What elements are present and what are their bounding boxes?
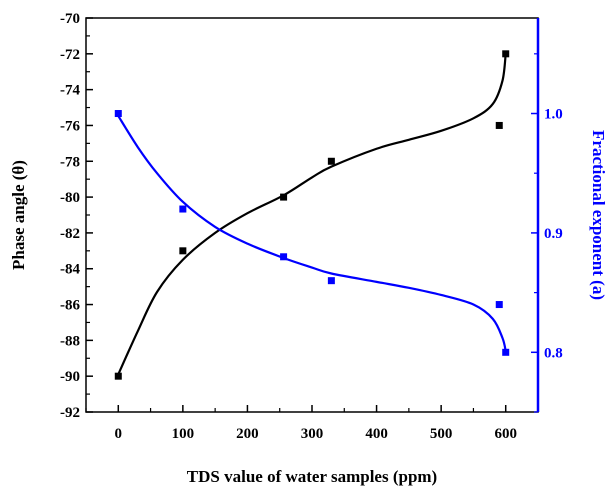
fractional-exponent-point (327, 277, 335, 285)
phase-angle-point (280, 193, 288, 201)
x-tick-label: 200 (236, 426, 259, 442)
y-left-tick-label: -86 (60, 298, 80, 314)
fit-curves (117, 53, 507, 375)
x-tick-label: 400 (365, 426, 388, 442)
plot-frame (85, 17, 539, 413)
y-left-tick-label: -76 (60, 118, 80, 134)
y-left-tick-label: -72 (60, 47, 80, 63)
y-left-tick-label: -90 (60, 369, 80, 385)
phase-angle-point (179, 247, 187, 255)
fractional-exponent-point (179, 205, 187, 213)
y-left-axis-ticks: -92 -90 -88 -86 -84 -82 -80 -78 -76 -74 -72 -70 (60, 11, 93, 421)
phase-angle-point (495, 121, 503, 129)
x-axis-ticks: 0 100 200 300 400 500 600 (85, 405, 517, 442)
x-tick-label: 100 (172, 426, 195, 442)
y-left-tick-label: -78 (60, 154, 80, 170)
y-right-axis-ticks: 0.8 0.9 1.0 (531, 53, 563, 413)
y-left-axis-title: Phase angle (θ) (9, 160, 28, 270)
data-points (114, 50, 510, 380)
phase-angle-point (114, 372, 122, 380)
y-left-tick-label: -74 (60, 83, 80, 99)
y-left-tick-label: -84 (60, 262, 80, 278)
y-right-tick-label: 1.0 (544, 107, 563, 123)
y-left-tick-label: -88 (60, 333, 80, 349)
y-left-tick-label: -80 (60, 190, 80, 206)
fractional-exponent-point (502, 348, 510, 356)
y-right-axis-title: Fractional exponent (a) (589, 130, 608, 300)
x-tick-label: 300 (301, 426, 324, 442)
phase-angle-point (502, 50, 510, 58)
fractional-exponent-point (495, 301, 503, 309)
y-left-tick-label: -70 (60, 11, 80, 27)
x-tick-label: 0 (115, 426, 123, 442)
y-right-tick-label: 0.8 (544, 345, 563, 361)
phase-angle-point (327, 157, 335, 165)
x-tick-label: 500 (430, 426, 453, 442)
y-left-tick-label: -92 (60, 405, 80, 421)
y-left-tick-label: -82 (60, 226, 80, 242)
fractional-exponent-fit-line (117, 115, 507, 352)
fractional-exponent-point (114, 110, 122, 118)
x-tick-label: 600 (494, 426, 517, 442)
x-axis-title: TDS value of water samples (ppm) (187, 467, 437, 486)
fractional-exponent-point (280, 253, 288, 261)
y-right-tick-label: 0.9 (544, 226, 563, 242)
phase-angle-fit-line (117, 53, 507, 375)
